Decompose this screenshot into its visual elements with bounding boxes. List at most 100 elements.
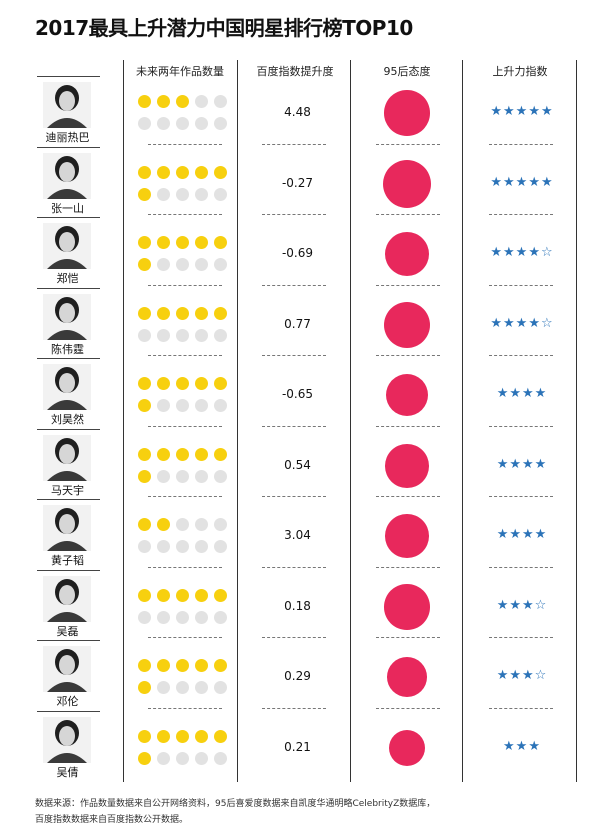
works-dot (176, 448, 189, 461)
column-divider (350, 60, 351, 782)
works-dot (176, 236, 189, 249)
works-dot (195, 681, 208, 694)
row-separator (37, 711, 100, 712)
works-dot (176, 258, 189, 271)
avatar (43, 364, 91, 410)
works-dot (214, 258, 227, 271)
works-dot (176, 95, 189, 108)
row-separator (376, 355, 440, 356)
works-dot (138, 611, 151, 624)
avatar (43, 646, 91, 692)
works-dot (195, 399, 208, 412)
works-dot (214, 589, 227, 602)
works-dot (138, 589, 151, 602)
works-dot (214, 95, 227, 108)
baidu-index-value: 0.77 (284, 317, 311, 331)
works-dot (138, 752, 151, 765)
works-dot (214, 470, 227, 483)
works-dot (138, 166, 151, 179)
works-dot (195, 589, 208, 602)
works-dot (195, 659, 208, 672)
row-separator (489, 214, 553, 215)
works-dot (195, 448, 208, 461)
works-dot (176, 681, 189, 694)
works-dot (157, 117, 170, 130)
rise-index-stars: ★★★☆ (496, 668, 548, 683)
works-dot (157, 681, 170, 694)
works-dot (195, 470, 208, 483)
row-separator (376, 214, 440, 215)
works-dot (157, 589, 170, 602)
row-separator (376, 637, 440, 638)
row-separator (148, 496, 222, 497)
row-separator (262, 214, 326, 215)
works-dot (157, 540, 170, 553)
works-dot (138, 399, 151, 412)
works-dot (138, 236, 151, 249)
works-dot (157, 329, 170, 342)
baidu-index-value: 0.54 (284, 458, 311, 472)
works-dot (214, 329, 227, 342)
avatar (43, 717, 91, 763)
works-dot (176, 377, 189, 390)
works-dot (214, 188, 227, 201)
row-separator (376, 708, 440, 709)
row-separator (148, 426, 222, 427)
works-dot (157, 399, 170, 412)
row-separator (262, 285, 326, 286)
row-separator (489, 355, 553, 356)
works-dot (157, 95, 170, 108)
row-separator (37, 570, 100, 571)
row-separator (37, 358, 100, 359)
works-dot (138, 540, 151, 553)
rise-index-stars: ★★★★ (496, 386, 548, 401)
row-separator (376, 144, 440, 145)
row-separator (376, 426, 440, 427)
baidu-index-value: 0.18 (284, 599, 311, 613)
row-separator (489, 637, 553, 638)
works-dot (176, 540, 189, 553)
works-dot (214, 236, 227, 249)
works-dot (214, 540, 227, 553)
attitude-circle (385, 444, 429, 488)
works-dot (157, 188, 170, 201)
avatar (43, 505, 91, 551)
row-separator (37, 288, 100, 289)
baidu-index-value: 0.21 (284, 740, 311, 754)
row-separator (376, 496, 440, 497)
star-name: 马天宇 (51, 484, 84, 497)
column-divider (237, 60, 238, 782)
star-name: 迪丽热巴 (45, 131, 90, 144)
rise-index-stars: ★★★ (503, 739, 541, 754)
works-dot (214, 377, 227, 390)
baidu-index-value: 3.04 (284, 528, 311, 542)
avatar (43, 294, 91, 340)
attitude-circle (383, 160, 431, 208)
row-separator (262, 708, 326, 709)
rise-index-stars: ★★★★★ (490, 104, 554, 119)
works-dot (138, 730, 151, 743)
works-dot (214, 307, 227, 320)
works-dot (195, 518, 208, 531)
works-dot (195, 166, 208, 179)
star-name: 吴倩 (56, 766, 79, 779)
works-dot (157, 752, 170, 765)
row-separator (489, 496, 553, 497)
works-dot (214, 518, 227, 531)
works-dot (214, 659, 227, 672)
header-works: 未来两年作品数量 (136, 65, 224, 78)
works-dot (157, 448, 170, 461)
column-divider (123, 60, 124, 782)
row-separator (148, 144, 222, 145)
works-dot (176, 611, 189, 624)
row-separator (37, 76, 100, 77)
row-separator (37, 147, 100, 148)
works-dot (214, 752, 227, 765)
row-separator (148, 214, 222, 215)
works-dot (157, 659, 170, 672)
attitude-circle (385, 373, 429, 417)
works-dot (195, 258, 208, 271)
row-separator (37, 217, 100, 218)
works-dot (157, 518, 170, 531)
row-separator (262, 637, 326, 638)
